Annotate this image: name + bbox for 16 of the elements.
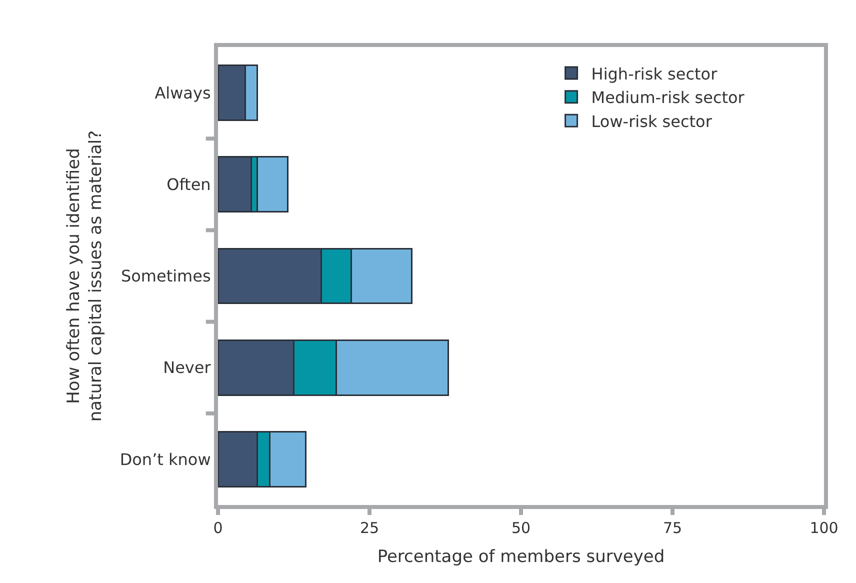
y-tick-label: Never [163, 358, 212, 378]
x-tick-label: 100 [810, 519, 838, 537]
x-tick-label: 75 [662, 519, 682, 537]
x-axis-title: Percentage of members surveyed [377, 546, 665, 567]
y-axis-title: How often have you identified natural capital issues as material? [64, 130, 106, 422]
x-tick-label: 0 [213, 519, 223, 537]
legend-label: Low-risk sector [591, 112, 712, 131]
legend-label: Medium-risk sector [591, 88, 745, 108]
x-tick-label: 50 [511, 519, 531, 537]
y-tick-label: Sometimes [120, 266, 211, 286]
y-tick-label: Always [154, 83, 211, 102]
legend-label: High-risk sector [591, 64, 718, 84]
y-tick-label: Don’t know [120, 450, 211, 469]
x-tick-label: 25 [360, 519, 380, 537]
bar [218, 156, 252, 213]
y-tick-label: Often [166, 175, 211, 194]
